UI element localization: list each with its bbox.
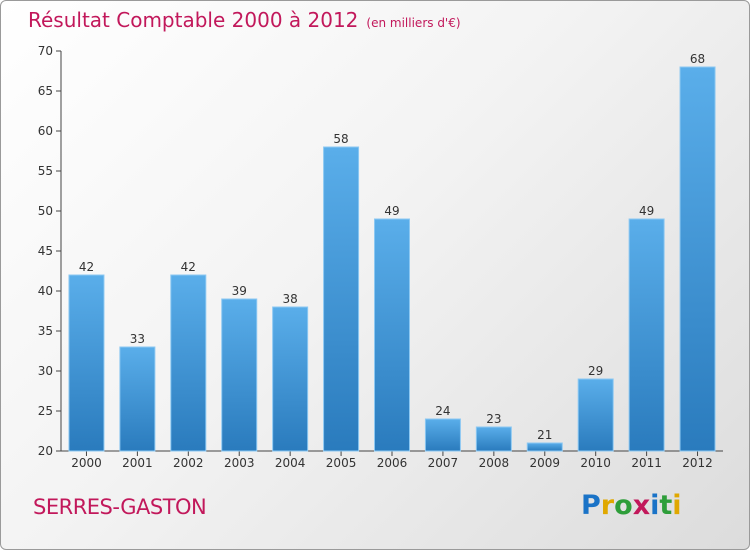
y-tick-label: 45: [38, 244, 53, 258]
bar-value-label: 24: [435, 404, 450, 418]
chart-subtitle: (en milliers d'€): [366, 16, 461, 30]
bar-value-label: 58: [333, 132, 348, 146]
bar-2000: [68, 274, 105, 452]
bar-value-label: 49: [639, 204, 654, 218]
bar-value-label: 23: [486, 412, 501, 426]
x-tick-label: 2002: [173, 456, 204, 470]
logo-letter: r: [600, 490, 615, 521]
x-tick-label: 2007: [428, 456, 459, 470]
bar-2003: [221, 298, 258, 452]
chart-axes: 20 25 30 35 40 45 50 55 60 65 70: [38, 44, 723, 458]
chart-bars: [68, 66, 716, 452]
logo-letter: i: [650, 490, 660, 521]
logo-letter: x: [632, 490, 651, 521]
chart-labels: 42 2000 33 2001 42 2002 39 2003 38 2004 58 2005 49 20…: [71, 52, 713, 470]
bar-2005: [323, 146, 360, 452]
x-tick-label: 2009: [529, 456, 560, 470]
x-tick-label: 2003: [224, 456, 255, 470]
x-tick-label: 2011: [631, 456, 662, 470]
logo-letter: t: [659, 490, 673, 521]
bar-value-label: 42: [79, 260, 94, 274]
x-tick-label: 2004: [275, 456, 306, 470]
bar-2009: [526, 442, 563, 452]
bar-value-label: 33: [130, 332, 145, 346]
y-tick-label: 55: [38, 164, 53, 178]
bar-value-label: 38: [283, 292, 298, 306]
location-name: SERRES-GASTON: [33, 495, 207, 519]
y-tick-label: 35: [38, 324, 53, 338]
x-tick-label: 2005: [326, 456, 357, 470]
bar-value-label: 21: [537, 428, 552, 442]
logo-letter: i: [672, 490, 682, 521]
x-tick-label: 2010: [580, 456, 611, 470]
bar-value-label: 42: [181, 260, 196, 274]
bar-2001: [119, 346, 156, 452]
bar-value-label: 29: [588, 364, 603, 378]
bar-value-label: 49: [384, 204, 399, 218]
y-tick-label: 70: [38, 44, 53, 58]
bar-value-label: 68: [690, 52, 705, 66]
x-tick-label: 2001: [122, 456, 153, 470]
proxiti-logo: Proxiti: [581, 490, 682, 521]
bar-2002: [170, 274, 207, 452]
bar-2011: [628, 218, 665, 452]
bar-2010: [577, 378, 614, 452]
bar-2012: [679, 66, 716, 452]
bar-2006: [374, 218, 410, 452]
chart-title-text: Résultat Comptable 2000 à 2012: [28, 8, 359, 32]
y-tick-label: 60: [38, 124, 53, 138]
x-tick-label: 2006: [377, 456, 408, 470]
y-tick-label: 25: [38, 404, 53, 418]
chart-title: Résultat Comptable 2000 à 2012 (en millie…: [28, 8, 461, 32]
y-tick-label: 50: [38, 204, 53, 218]
logo-letter: o: [614, 490, 633, 521]
y-tick-label: 65: [38, 84, 53, 98]
bar-2004: [272, 306, 309, 452]
bar-2008: [475, 426, 512, 452]
bar-value-label: 39: [232, 284, 247, 298]
x-tick-label: 2008: [479, 456, 510, 470]
y-tick-label: 20: [38, 444, 53, 458]
bar-2007: [424, 418, 461, 452]
y-tick-label: 30: [38, 364, 53, 378]
x-tick-label: 2000: [71, 456, 102, 470]
logo-letter: P: [581, 490, 601, 521]
x-tick-label: 2012: [682, 456, 713, 470]
y-tick-label: 40: [38, 284, 53, 298]
